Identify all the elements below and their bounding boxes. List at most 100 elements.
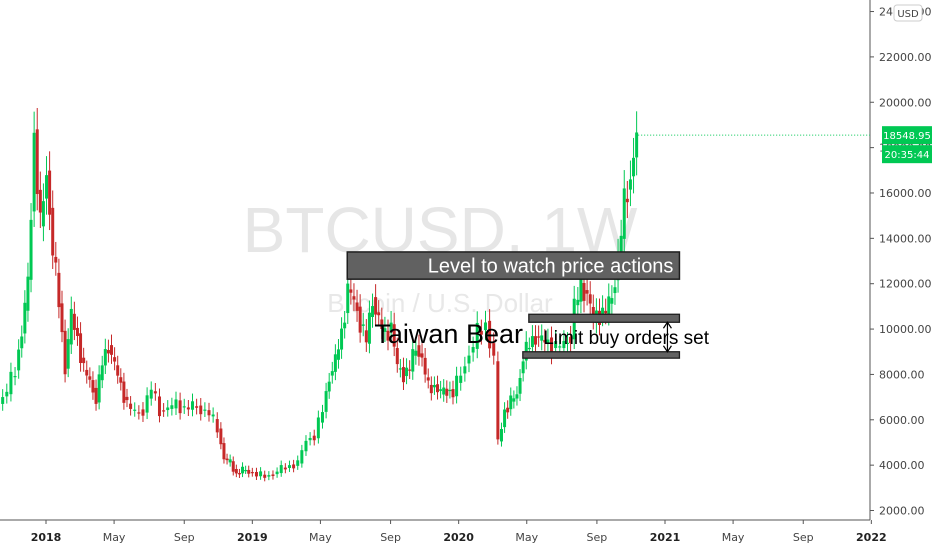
annotations[interactable]: Level to watch price actions Limit buy or… [346, 251, 710, 359]
candle-body [1, 397, 5, 404]
candle [503, 402, 507, 433]
candle [69, 296, 73, 354]
price-tick-label: 12000.00 [879, 278, 932, 291]
candle [367, 300, 371, 354]
candle [186, 399, 190, 416]
candle [467, 345, 471, 373]
candle [211, 407, 215, 423]
candle [352, 283, 356, 312]
zone-level-to-watch[interactable] [346, 251, 681, 280]
candle [225, 453, 229, 465]
candle-body [569, 336, 573, 344]
candle-body [9, 371, 13, 395]
candle [576, 287, 580, 317]
candle [340, 317, 344, 359]
candle-body [503, 409, 507, 428]
candle [364, 319, 368, 352]
candle-body [383, 328, 387, 332]
candle-body [426, 377, 430, 381]
candle [499, 422, 503, 447]
candle-body [632, 157, 636, 177]
note-limit-buy[interactable]: Limit buy orders set [543, 328, 710, 349]
candle-body [271, 474, 275, 477]
candle [195, 398, 199, 415]
candle-body [585, 290, 589, 294]
candle-body [527, 347, 531, 350]
candle [395, 337, 399, 373]
candle [116, 355, 120, 384]
candle [72, 301, 76, 341]
time-axis[interactable]: 2018 May Sep 2019 May Sep 2020 May Sep 2021 May Sep… [0, 519, 887, 544]
candle-body [436, 384, 440, 393]
candle-body [588, 294, 592, 304]
candle-body [414, 350, 418, 356]
candle [60, 290, 64, 343]
candle-body [211, 414, 215, 417]
candle [166, 400, 170, 417]
candle [374, 284, 378, 326]
candle-body [405, 367, 409, 377]
candle [279, 460, 283, 477]
candle [41, 183, 45, 242]
candle-body [186, 407, 190, 410]
candle-body [625, 198, 629, 203]
candle [157, 388, 161, 423]
candle [133, 402, 137, 417]
candle-body [398, 368, 402, 370]
candle [23, 290, 27, 344]
candle-body [228, 459, 232, 463]
candle [566, 332, 570, 354]
currency-button-frame[interactable] [893, 4, 923, 22]
candle [178, 392, 182, 420]
range-arrow-head-up [662, 321, 672, 329]
currency-button-label[interactable]: USD [897, 9, 919, 20]
candle-body [170, 405, 174, 409]
note-taiwan-bear[interactable]: Taiwan Bear [374, 319, 523, 349]
price-axis[interactable]: 24000.0022000.0020000.0018000.0016000.00… [869, 0, 932, 520]
candle [149, 381, 153, 406]
note-level-to-watch[interactable]: Level to watch price actions [428, 256, 674, 278]
candle-body [254, 471, 258, 477]
candle-body [515, 394, 519, 399]
candle [308, 432, 312, 446]
candle-body [401, 367, 405, 383]
currency-button[interactable]: USD [893, 4, 923, 22]
candle-body [190, 401, 194, 410]
candle-body [521, 361, 525, 374]
candle [222, 437, 226, 464]
candle [417, 334, 421, 366]
candle-body [63, 330, 67, 375]
candle [26, 262, 30, 322]
candle [361, 312, 365, 337]
candle-body [512, 398, 516, 402]
candle-body [133, 409, 137, 411]
candle [300, 444, 304, 468]
last-price-label: 18548.95 [883, 131, 931, 142]
countdown-label: 20:35:44 [885, 150, 930, 161]
candle-body [106, 349, 110, 354]
candle-body [13, 376, 17, 378]
candle-body [113, 357, 117, 362]
range-bottom-band[interactable] [522, 351, 681, 359]
candle [296, 455, 300, 470]
candle-body [364, 330, 368, 343]
candle [97, 365, 101, 410]
price-tick-label: 22000.00 [879, 51, 932, 64]
candle [349, 276, 353, 305]
time-tick-label: Sep [793, 531, 814, 544]
candle-body [79, 333, 83, 364]
candle-body [358, 306, 362, 333]
candle [423, 347, 427, 383]
candle-body [32, 132, 36, 212]
time-tick-label: 2022 [856, 531, 887, 544]
candle-body [445, 388, 449, 396]
candle-body [241, 466, 245, 474]
candle-body [518, 377, 522, 394]
candles [0, 108, 639, 482]
candle [389, 310, 393, 342]
candle-body [499, 428, 503, 442]
range-top-band[interactable] [528, 313, 681, 323]
candle-body [492, 343, 496, 356]
candle-body [346, 283, 350, 314]
